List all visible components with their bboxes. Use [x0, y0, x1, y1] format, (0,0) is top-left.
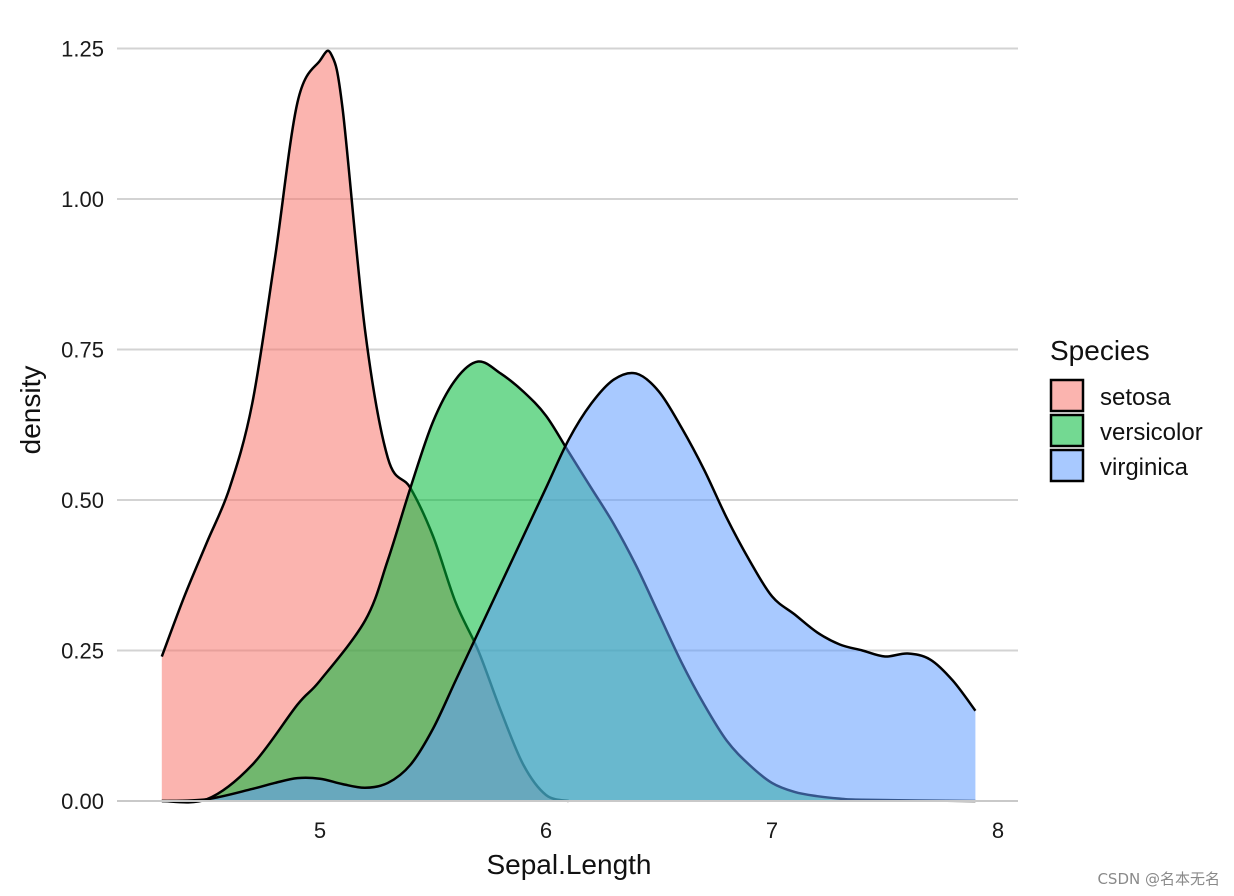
legend: Species setosa versicolor virginica — [1049, 335, 1203, 483]
x-tick-label: 5 — [314, 818, 326, 843]
y-tick-label: 1.25 — [61, 37, 104, 62]
legend-label-versicolor: versicolor — [1100, 419, 1203, 446]
x-tick-label: 6 — [540, 818, 552, 843]
tick-labels: 0.00 0.25 0.50 0.75 1.00 1.25 5 6 7 8 — [61, 37, 1004, 844]
x-axis-title: Sepal.Length — [486, 849, 651, 880]
y-tick-label: 0.25 — [61, 639, 104, 664]
y-tick-label: 0.50 — [61, 488, 104, 513]
legend-key-virginica — [1049, 448, 1085, 483]
legend-title: Species — [1050, 335, 1150, 366]
x-tick-label: 8 — [992, 818, 1004, 843]
density-area-setosa — [161, 50, 569, 801]
density-line-virginica — [161, 371, 977, 803]
legend-label-setosa: setosa — [1100, 384, 1171, 411]
y-axis-title: density — [15, 366, 46, 455]
y-tick-label: 0.75 — [61, 338, 104, 363]
legend-key-setosa — [1049, 378, 1085, 413]
legend-key-versicolor — [1049, 413, 1085, 448]
legend-label-virginica: virginica — [1100, 454, 1189, 481]
density-area-virginica — [161, 372, 976, 801]
density-areas — [160, 49, 977, 804]
x-tick-label: 7 — [766, 818, 778, 843]
y-tick-label: 1.00 — [61, 187, 104, 212]
watermark-text: CSDN @名本无名 — [1097, 870, 1220, 888]
y-tick-label: 0.00 — [61, 789, 104, 814]
